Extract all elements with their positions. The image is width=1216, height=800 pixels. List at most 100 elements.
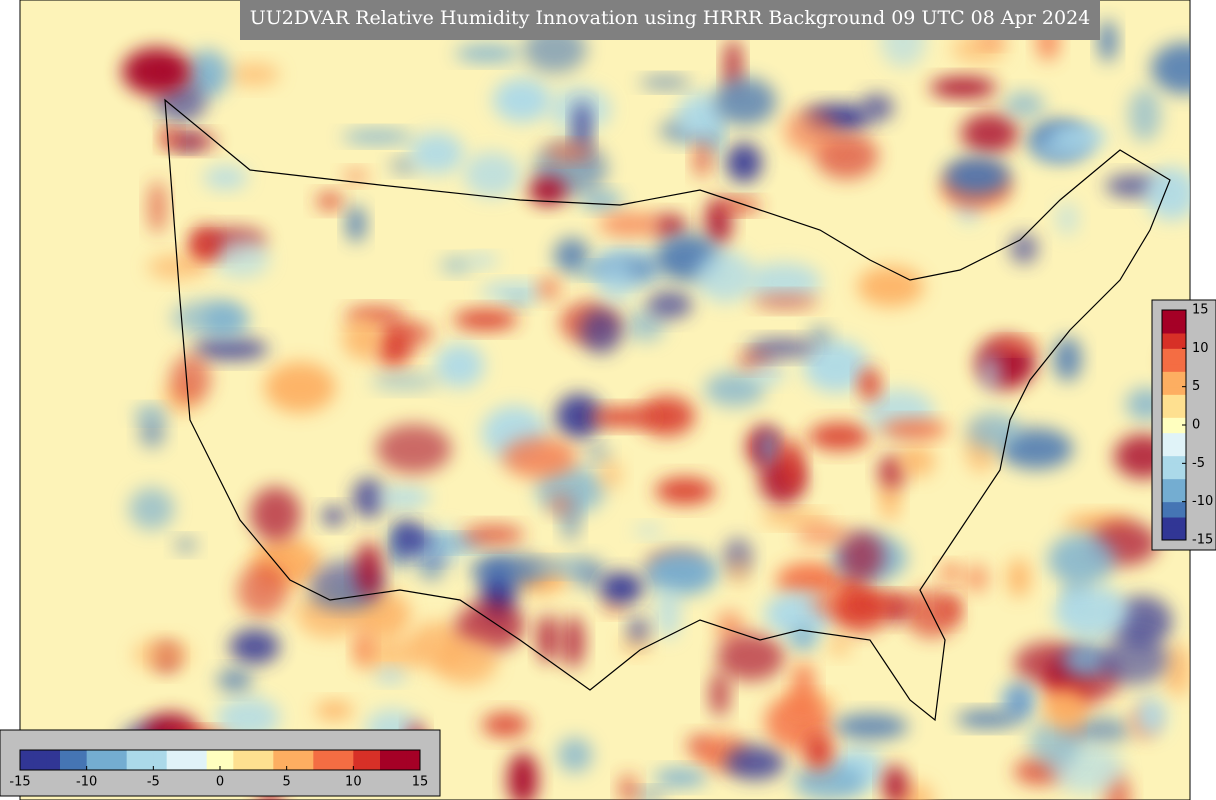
field-blob — [625, 309, 666, 342]
field-blob — [374, 668, 407, 683]
field-blob — [695, 250, 755, 303]
field-blob — [704, 371, 766, 407]
colorbar-segment — [1162, 409, 1186, 418]
field-blob — [538, 277, 560, 300]
colorbar-segment — [1162, 478, 1186, 487]
field-blob — [961, 113, 1019, 154]
colorbar-tick-label: 15 — [412, 775, 429, 790]
field-blob — [343, 169, 369, 183]
field-blob — [213, 238, 270, 279]
colorbar-segment — [1162, 455, 1186, 464]
field-blob — [1162, 643, 1190, 697]
field-blob — [1099, 19, 1117, 63]
field-blob — [652, 214, 687, 238]
field-blob — [686, 734, 713, 756]
field-blob — [714, 77, 777, 126]
field-blob — [897, 444, 935, 478]
colorbar-segment — [1162, 310, 1186, 319]
field-blob — [356, 541, 382, 598]
colorbar-segment — [206, 750, 221, 770]
field-blob — [439, 257, 474, 274]
field-blob — [859, 93, 895, 122]
colorbar-segment — [113, 750, 128, 770]
colorbar-segment — [1162, 379, 1186, 388]
field-blob — [725, 142, 762, 183]
field-blob — [463, 151, 521, 198]
field-blob — [990, 338, 1039, 352]
field-blob — [316, 192, 344, 210]
field-blob — [632, 789, 668, 800]
colorbar-segment — [1162, 386, 1186, 395]
field-blob — [470, 553, 546, 586]
field-blob — [133, 638, 191, 671]
title-box — [240, 0, 1100, 40]
field-blob — [808, 326, 832, 346]
colorbar-segment — [1162, 440, 1186, 449]
field-blob — [128, 487, 175, 530]
field-blob — [250, 486, 301, 542]
field-blob — [619, 773, 638, 800]
colorbar-segment — [1162, 432, 1186, 441]
colorbar-segment — [193, 750, 208, 770]
field-blob — [341, 130, 414, 144]
colorbar-segment — [1162, 325, 1186, 334]
field-blob — [236, 563, 288, 618]
field-blob — [492, 77, 552, 123]
colorbar-tick-label: 0 — [1192, 418, 1200, 433]
field-blob — [857, 265, 924, 307]
field-blob — [264, 361, 336, 413]
colorbar-segment — [126, 750, 141, 770]
field-blob — [833, 713, 909, 740]
colorbar-segment — [60, 750, 74, 770]
field-blob — [639, 76, 692, 89]
field-blob — [507, 752, 538, 800]
field-blob — [309, 585, 378, 608]
field-blob — [467, 254, 499, 267]
field-blob — [482, 712, 529, 738]
field-blob — [139, 414, 165, 449]
colorbar-tick-label: -10 — [1192, 494, 1213, 509]
field-blob — [598, 212, 662, 237]
field-blob — [1112, 595, 1173, 647]
field-blob — [370, 373, 440, 391]
field-blob — [480, 282, 549, 300]
colorbar-segment — [1162, 333, 1186, 342]
field-blob — [655, 587, 681, 640]
colorbar-segment — [1162, 340, 1186, 349]
field-blob — [880, 419, 948, 439]
field-blob — [174, 538, 197, 553]
field-blob — [859, 367, 880, 401]
field-blob — [160, 128, 178, 147]
field-blob — [544, 143, 594, 161]
field-blob — [808, 422, 870, 451]
field-blob — [595, 255, 635, 306]
colorbar-tick-label: 5 — [1192, 379, 1200, 394]
colorbar-tick-label: 10 — [345, 775, 362, 790]
field-blob — [746, 262, 822, 302]
field-blob — [804, 732, 834, 770]
coastline — [164, 98, 1171, 722]
field-blob — [599, 459, 623, 490]
colorbar-segment — [1162, 448, 1186, 457]
field-blob — [1055, 201, 1079, 236]
field-blob — [346, 205, 366, 243]
colorbar-segment — [1162, 501, 1186, 510]
colorbar-segment — [233, 750, 248, 770]
colorbar-segment — [1162, 363, 1186, 372]
colorbar-segment — [1162, 371, 1186, 380]
colorbar-segment — [313, 750, 328, 770]
colorbar-segment — [366, 750, 381, 770]
field-blob — [228, 62, 280, 87]
colorbar-segment — [393, 750, 408, 770]
field-blob — [751, 294, 820, 310]
colorbar-segment — [1162, 471, 1186, 480]
colorbar-tick-label: 0 — [216, 775, 224, 790]
field-blob — [1007, 558, 1031, 598]
field-blob — [1101, 633, 1169, 685]
field-blob — [782, 438, 803, 492]
field-blob — [676, 92, 726, 141]
field-blob — [718, 199, 761, 213]
field-blob — [191, 225, 216, 263]
field-blob — [792, 661, 815, 710]
